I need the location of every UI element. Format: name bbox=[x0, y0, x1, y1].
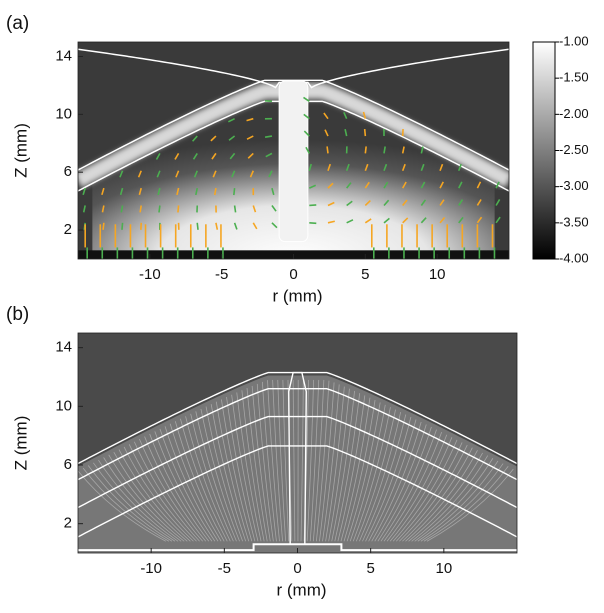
x-tick-label: -10 bbox=[140, 560, 162, 577]
y-axis-label: Z (mm) bbox=[11, 416, 30, 471]
y-tick-label: 2 bbox=[64, 221, 72, 238]
vector bbox=[265, 101, 272, 102]
cbar-tick-label: -1.00 bbox=[559, 33, 589, 48]
y-tick-label: 14 bbox=[55, 47, 72, 64]
vector bbox=[327, 146, 328, 153]
x-axis-label: r (mm) bbox=[276, 580, 326, 599]
vector bbox=[178, 205, 179, 212]
vector bbox=[235, 205, 236, 212]
y-tick-label: 6 bbox=[64, 163, 72, 180]
cbar-tick-label: -4.00 bbox=[559, 250, 589, 265]
vector bbox=[103, 223, 104, 230]
y-tick-label: 10 bbox=[55, 105, 72, 122]
vector bbox=[365, 146, 366, 153]
plot-area bbox=[78, 333, 517, 553]
vector bbox=[309, 205, 316, 206]
y-tick-label: 6 bbox=[64, 456, 72, 473]
x-tick-label: 0 bbox=[293, 560, 301, 577]
y-tick-label: 2 bbox=[64, 515, 72, 532]
vector bbox=[234, 188, 235, 195]
cbar-tick-label: -3.00 bbox=[559, 178, 589, 193]
x-tick-label: 10 bbox=[435, 560, 452, 577]
vector bbox=[140, 205, 141, 212]
y-tick-label: 10 bbox=[55, 397, 72, 414]
x-axis-label: r (mm) bbox=[272, 286, 322, 305]
vector bbox=[365, 129, 366, 136]
y-axis-label: Z (mm) bbox=[11, 123, 30, 178]
x-tick-label: 0 bbox=[289, 266, 297, 283]
cbar-tick-label: -3.50 bbox=[559, 214, 589, 229]
vector bbox=[122, 223, 123, 230]
x-tick-label: 10 bbox=[429, 266, 446, 283]
cbar-tick-label: -2.50 bbox=[559, 142, 589, 157]
panel-label: (b) bbox=[6, 304, 29, 325]
plot-area bbox=[78, 42, 509, 262]
x-tick-label: 5 bbox=[361, 266, 369, 283]
x-tick-label: -5 bbox=[218, 560, 231, 577]
x-tick-label: 5 bbox=[366, 560, 374, 577]
vector bbox=[159, 205, 160, 212]
jet bbox=[279, 81, 308, 242]
vector bbox=[197, 223, 198, 230]
cbar-tick-label: -1.50 bbox=[559, 70, 589, 85]
y-tick-label: 14 bbox=[55, 339, 72, 356]
x-tick-label: -10 bbox=[139, 266, 161, 283]
cbar-tick-label: -2.00 bbox=[559, 106, 589, 121]
panel-label: (a) bbox=[6, 13, 29, 34]
x-tick-label: -5 bbox=[215, 266, 228, 283]
colorbar bbox=[533, 42, 555, 259]
